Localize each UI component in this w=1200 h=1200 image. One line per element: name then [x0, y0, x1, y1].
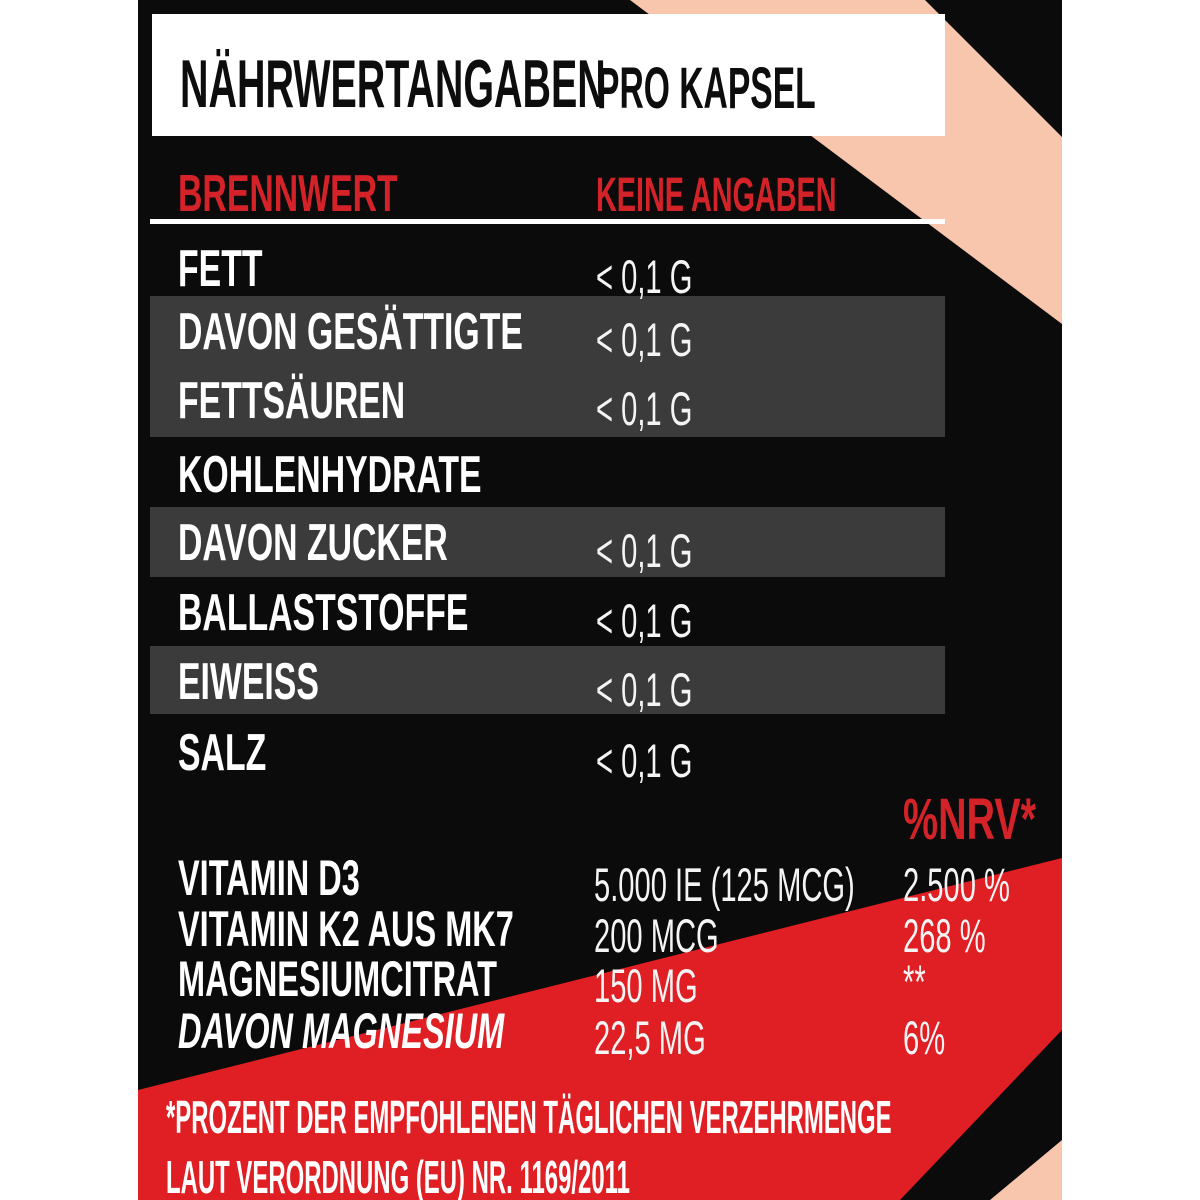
row-stripe-saturated-fat — [150, 296, 945, 437]
peach-corner-triangle — [990, 1140, 1062, 1200]
row-label-fatty-acids: FETTSÄUREN — [178, 372, 406, 430]
row-label-vitamin-d3: VITAMIN D3 — [178, 850, 360, 906]
row-label-vitamin-k2: VITAMIN K2 AUS MK7 — [178, 901, 514, 957]
header-panel — [152, 14, 945, 136]
row-label-protein: EIWEISS — [178, 653, 319, 711]
row-value-fatty-acids: < 0,1 G — [596, 382, 693, 435]
row-nrv-vitamin-k2: 268 % — [903, 909, 986, 962]
page-title: NÄHRWERTANGABEN — [180, 46, 606, 122]
row-value-vitamin-d3: 5.000 IE (125 MCG) — [594, 858, 855, 911]
nrv-column-header: %NRV* — [903, 787, 1036, 852]
row-label-of-which-magnesium: DAVON MAGNESIUM — [178, 1003, 505, 1059]
row-nrv-of-which-magnesium: 6% — [903, 1011, 946, 1064]
row-label-of-which-sugar: DAVON ZUCKER — [178, 514, 448, 572]
label-background — [138, 0, 1062, 1200]
row-value-fat: < 0,1 G — [596, 250, 693, 303]
footnote-line-1: *PROZENT DER EMPFOHLENEN TÄGLICHEN VERZE… — [166, 1091, 892, 1143]
row-value-of-which-saturated: < 0,1 G — [596, 313, 693, 366]
row-label-magnesium-citrate: MAGNESIUMCITRAT — [178, 951, 497, 1007]
serving-size-label: PRO KAPSEL — [597, 56, 816, 121]
row-label-energy: BRENNWERT — [178, 165, 398, 223]
row-label-salt: SALZ — [178, 724, 267, 782]
row-value-salt: < 0,1 G — [596, 734, 693, 787]
row-value-protein: < 0,1 G — [596, 663, 693, 716]
red-diagonal-wedge — [138, 858, 1062, 1200]
footnote-line-2: LAUT VERORDNUNG (EU) NR. 1169/2011 — [166, 1151, 630, 1200]
row-stripe-protein — [150, 646, 945, 714]
row-value-of-which-sugar: < 0,1 G — [596, 524, 693, 577]
row-label-carbohydrates: KOHLENHYDRATE — [178, 446, 482, 504]
row-value-fiber: < 0,1 G — [596, 594, 693, 647]
row-value-magnesium-citrate: 150 MG — [594, 959, 698, 1012]
row-value-of-which-magnesium: 22,5 MG — [594, 1011, 706, 1064]
row-label-of-which-saturated: DAVON GESÄTTIGTE — [178, 303, 523, 361]
row-label-fat: FETT — [178, 240, 263, 298]
row-value-vitamin-k2: 200 MCG — [594, 909, 719, 962]
row-label-fiber: BALLASTSTOFFE — [178, 584, 469, 642]
header-divider-rule — [150, 219, 945, 224]
row-nrv-magnesium-citrate: ** — [903, 955, 926, 1008]
row-stripe-sugar — [150, 507, 945, 577]
row-nrv-vitamin-d3: 2.500 % — [903, 858, 1010, 911]
row-value-energy: KEINE ANGABEN — [596, 169, 837, 222]
